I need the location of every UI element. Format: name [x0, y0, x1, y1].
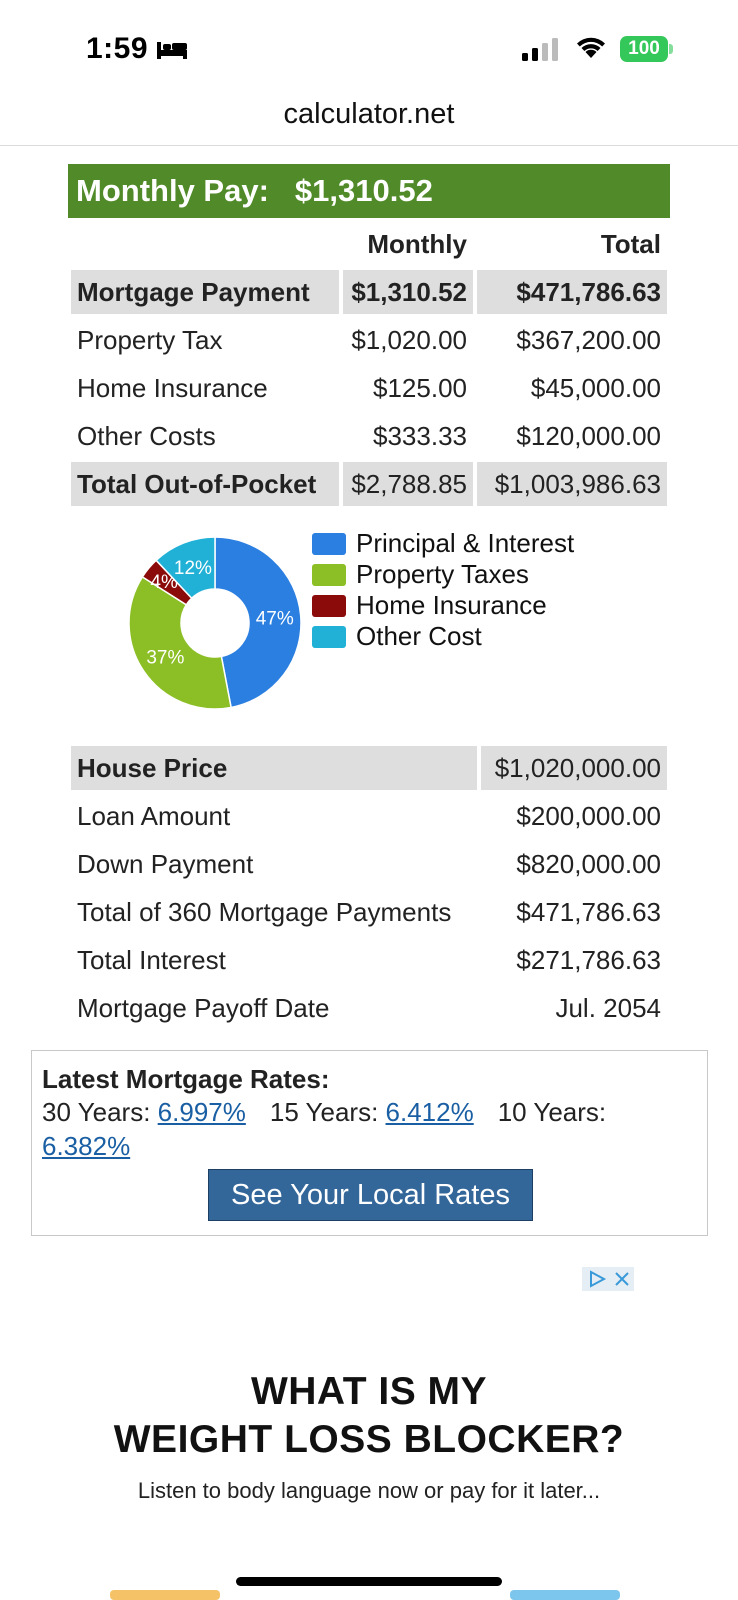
- table-header-row: Monthly Total: [71, 222, 667, 270]
- table-row: Down Payment $820,000.00: [71, 842, 667, 890]
- ad-headline-line-1: WHAT IS MY: [250, 1370, 488, 1413]
- legend-label: Other Cost: [356, 621, 482, 651]
- monthly-pay-value: $1,310.52: [294, 173, 433, 208]
- table-row: Other Costs $333.33 $120,000.00: [71, 414, 667, 462]
- row-total: $471,786.63: [477, 270, 667, 314]
- legend-item: Other Cost: [312, 621, 574, 652]
- row-label: Property Tax: [77, 325, 223, 355]
- row-value: Jul. 2054: [555, 993, 661, 1023]
- row-total: $367,200.00: [516, 325, 661, 355]
- ad-choices-badge[interactable]: [582, 1267, 634, 1291]
- row-value: $1,020,000.00: [481, 746, 667, 790]
- cost-breakdown-pie-chart: 47%37%4%12%: [128, 536, 302, 710]
- battery-level: 100: [620, 36, 668, 62]
- ad-subtext[interactable]: Listen to body language now or pay for i…: [137, 1478, 601, 1503]
- rate-30-label: 30 Years:: [42, 1097, 151, 1127]
- row-monthly: $1,020.00: [351, 325, 467, 355]
- legend-item: Home Insurance: [312, 590, 574, 621]
- legend-swatch: [312, 533, 346, 555]
- rate-10-label: 10 Years:: [497, 1097, 607, 1127]
- see-local-rates-button[interactable]: See Your Local Rates: [208, 1169, 533, 1221]
- battery-tip: [669, 44, 673, 54]
- mortgage-rates-box: Latest Mortgage Rates: 30 Years: 6.997% 1…: [31, 1050, 708, 1236]
- slice-label: 12%: [174, 558, 212, 579]
- row-label: Total of 360 Mortgage Payments: [77, 897, 452, 927]
- legend-label: Property Taxes: [356, 559, 529, 589]
- ad-headline[interactable]: WHAT IS MY WEIGHT LOSS BLOCKER?: [0, 1368, 738, 1464]
- row-monthly: $125.00: [373, 373, 467, 403]
- table-row: House Price $1,020,000.00: [71, 746, 667, 794]
- header-total: Total: [600, 229, 661, 259]
- table-row: Total Interest $271,786.63: [71, 938, 667, 986]
- table-row: Mortgage Payment $1,310.52 $471,786.63: [71, 270, 667, 318]
- row-label: Mortgage Payment: [71, 270, 339, 314]
- rate-30-link[interactable]: 6.997%: [157, 1097, 246, 1127]
- rate-10-link[interactable]: 6.382%: [42, 1131, 131, 1161]
- row-label: Other Costs: [77, 421, 216, 451]
- row-label: Total Interest: [77, 945, 226, 975]
- adchoices-icon[interactable]: [586, 1270, 608, 1288]
- close-ad-icon[interactable]: [612, 1269, 632, 1289]
- ad-graphic-left: [110, 1590, 220, 1600]
- status-time: 1:59: [86, 32, 149, 65]
- payment-breakdown-table: Monthly Total Mortgage Payment $1,310.52…: [71, 222, 667, 510]
- legend-item: Principal & Interest: [312, 528, 574, 559]
- legend-swatch: [312, 626, 346, 648]
- legend-swatch: [312, 564, 346, 586]
- loan-summary-table: House Price $1,020,000.00 Loan Amount $2…: [71, 746, 667, 1034]
- ad-graphic-right: [510, 1590, 620, 1600]
- rate-15-label: 15 Years:: [269, 1097, 379, 1127]
- table-row: Mortgage Payoff Date Jul. 2054: [71, 986, 667, 1034]
- ad-headline-line-2: WEIGHT LOSS BLOCKER?: [113, 1418, 625, 1461]
- table-row-total: Total Out-of-Pocket $2,788.85 $1,003,986…: [71, 462, 667, 510]
- row-label: Home Insurance: [77, 373, 268, 403]
- slice-principal-interest: [214, 536, 302, 709]
- row-monthly: $1,310.52: [343, 270, 473, 314]
- slice-other-cost: [155, 536, 216, 600]
- address-bar-divider: [0, 145, 738, 146]
- legend-label: Home Insurance: [356, 590, 547, 620]
- legend-label: Principal & Interest: [356, 528, 575, 558]
- legend-item: Property Taxes: [312, 559, 574, 590]
- home-indicator[interactable]: [236, 1577, 502, 1586]
- rates-line: 30 Years: 6.997% 15 Years: 6.412% 10 Years…: [42, 1095, 697, 1163]
- row-label: House Price: [71, 746, 477, 790]
- status-bar: 1:59 100: [0, 0, 738, 90]
- rate-15-link[interactable]: 6.412%: [385, 1097, 474, 1127]
- table-row: Loan Amount $200,000.00: [71, 794, 667, 842]
- row-label: Total Out-of-Pocket: [71, 462, 339, 506]
- wifi-icon: [577, 37, 605, 58]
- row-total: $1,003,986.63: [477, 462, 667, 506]
- table-row: Total of 360 Mortgage Payments $471,786.…: [71, 890, 667, 938]
- slice-label: 47%: [256, 608, 294, 629]
- rates-title: Latest Mortgage Rates:: [42, 1064, 330, 1094]
- table-row: Home Insurance $125.00 $45,000.00: [71, 366, 667, 414]
- chart-legend: Principal & Interest Property Taxes Home…: [312, 528, 574, 652]
- header-monthly: Monthly: [367, 229, 467, 259]
- slice-label: 37%: [146, 648, 184, 669]
- header-label: [71, 222, 339, 266]
- row-total: $45,000.00: [530, 373, 661, 403]
- row-label: Mortgage Payoff Date: [77, 993, 330, 1023]
- slice-property-taxes: [128, 575, 232, 710]
- row-value: $820,000.00: [516, 849, 661, 879]
- row-monthly: $2,788.85: [343, 462, 473, 506]
- legend-swatch: [312, 595, 346, 617]
- row-value: $271,786.63: [516, 945, 661, 975]
- row-monthly: $333.33: [373, 421, 467, 451]
- row-value: $471,786.63: [516, 897, 661, 927]
- row-total: $120,000.00: [516, 421, 661, 451]
- monthly-pay-label: Monthly Pay:: [76, 173, 269, 208]
- address-bar-url[interactable]: calculator.net: [283, 98, 455, 130]
- cellular-signal-icon: [522, 38, 558, 61]
- battery-indicator: 100: [620, 36, 673, 62]
- row-label: Down Payment: [77, 849, 254, 879]
- monthly-pay-banner: Monthly Pay: $1,310.52: [68, 164, 670, 218]
- row-label: Loan Amount: [77, 801, 231, 831]
- row-value: $200,000.00: [516, 801, 661, 831]
- sleep-focus-icon: [157, 42, 187, 59]
- table-row: Property Tax $1,020.00 $367,200.00: [71, 318, 667, 366]
